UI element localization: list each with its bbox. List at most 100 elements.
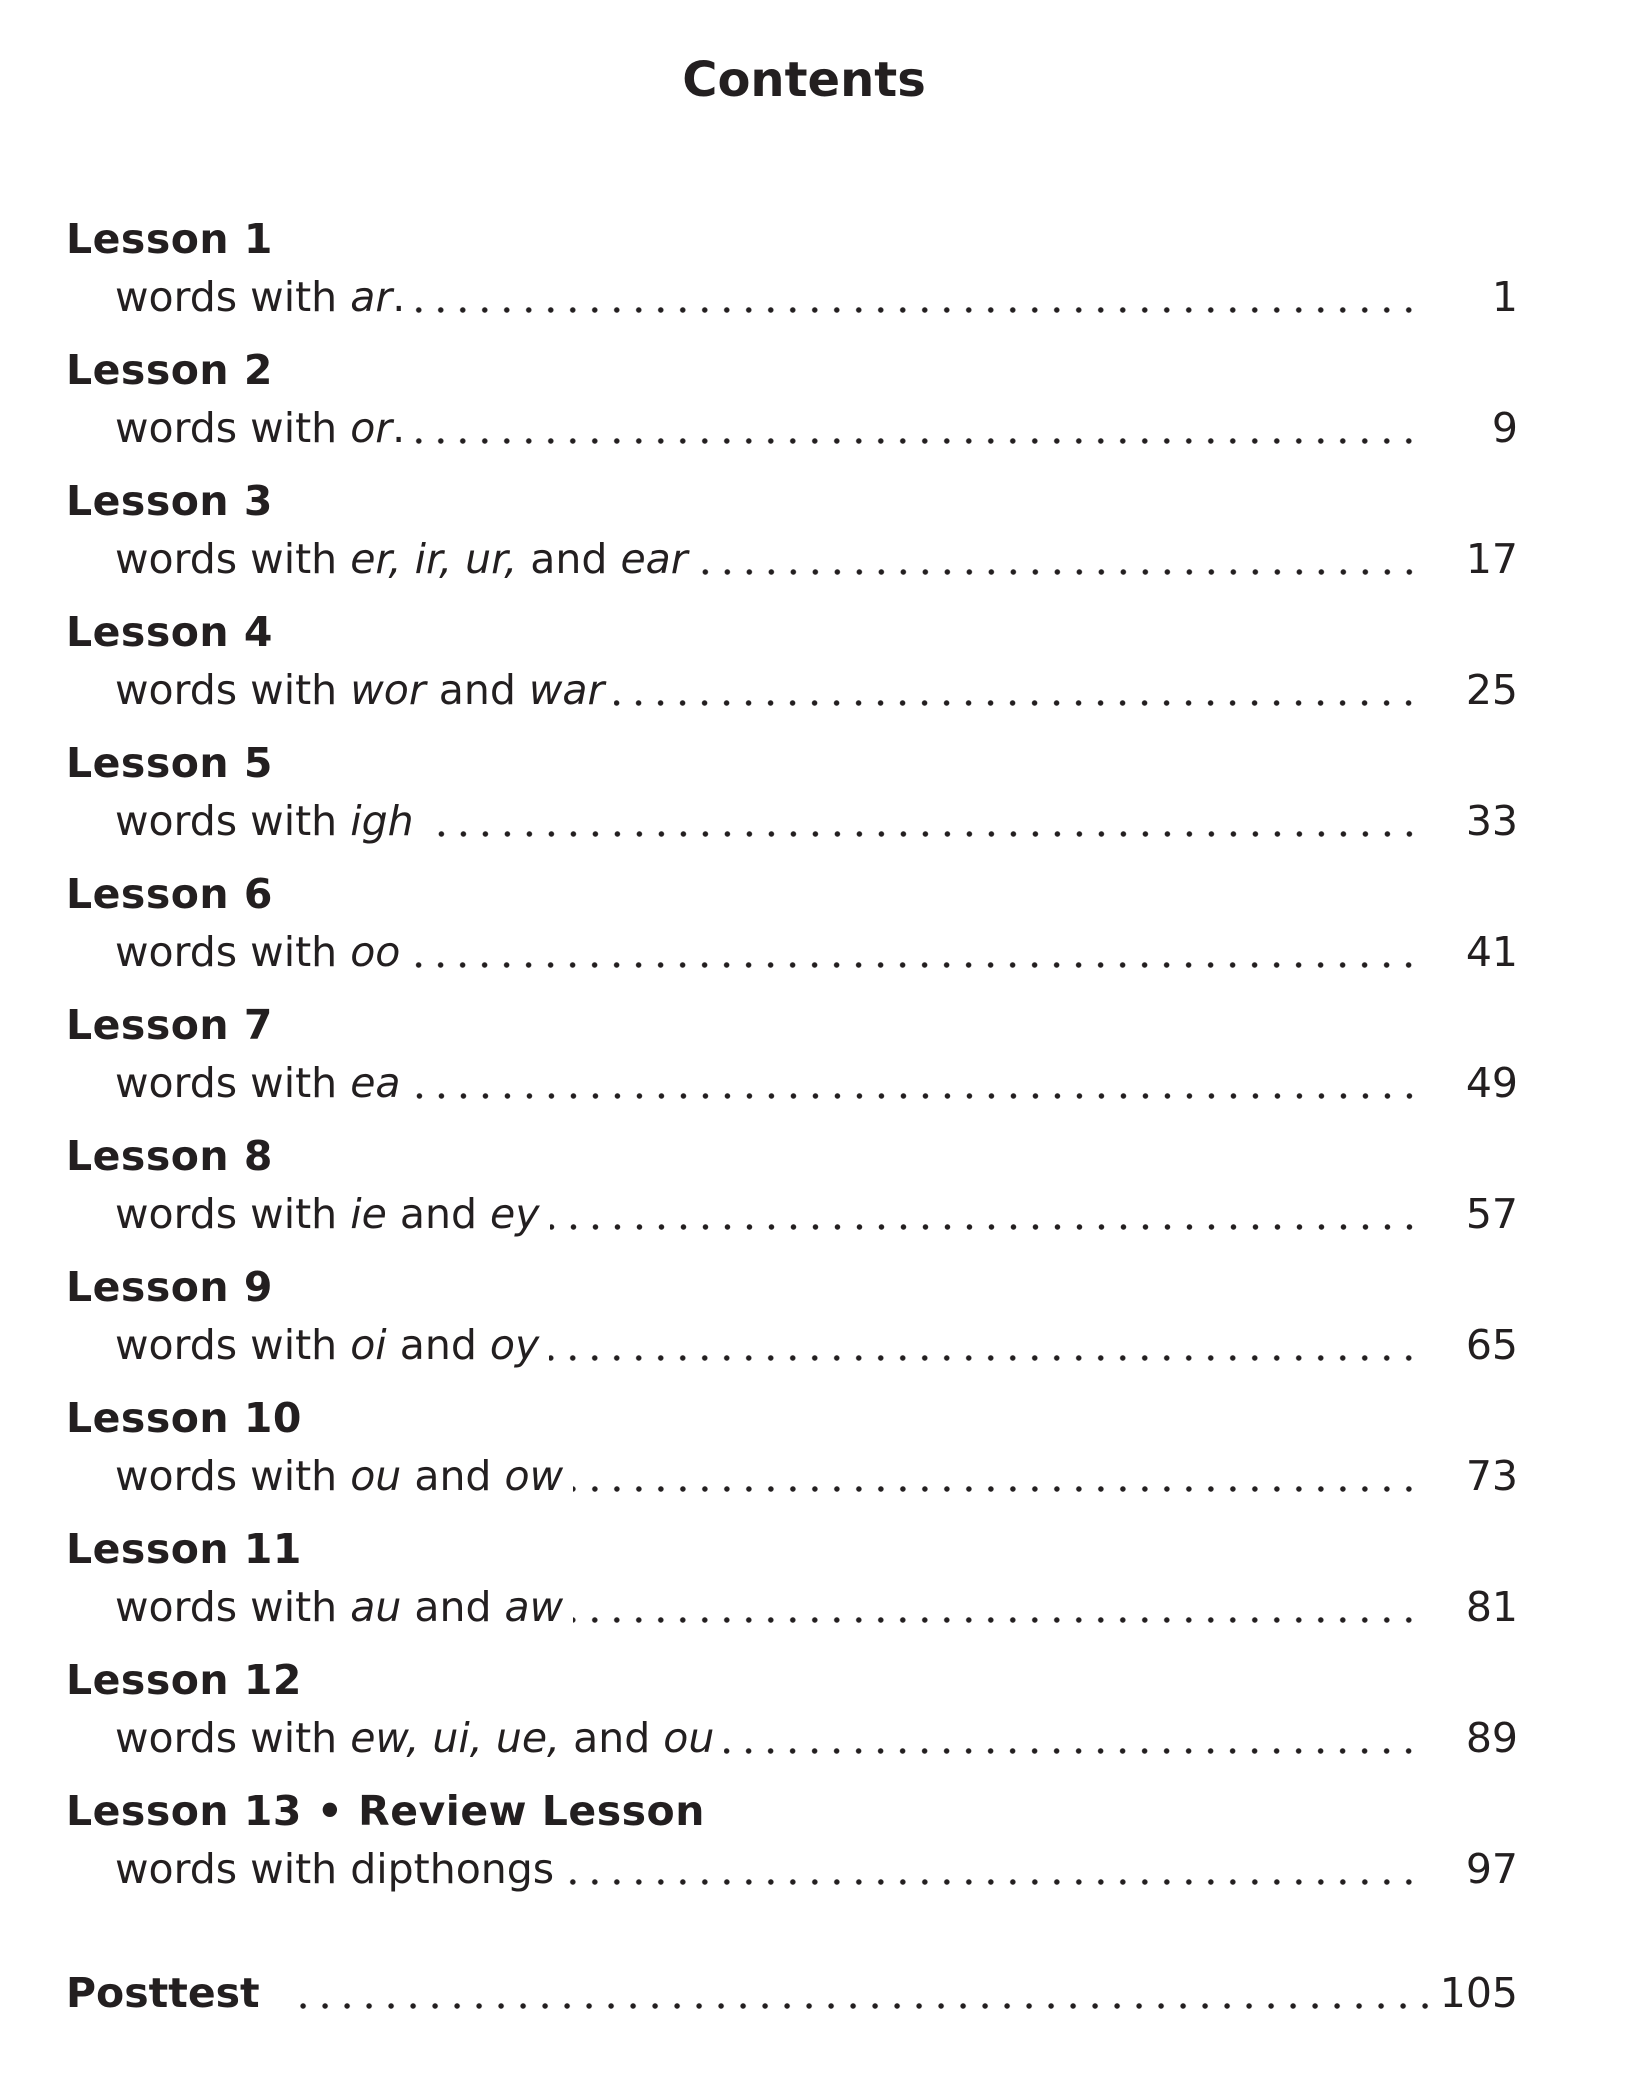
lesson-subtitle: words with igh bbox=[115, 790, 414, 852]
page-number: 49 bbox=[1465, 1059, 1518, 1107]
lesson-line: words with er, ir, ur, and ear 17 bbox=[115, 528, 1518, 590]
lesson-line: words with oi and oy 65 bbox=[115, 1314, 1518, 1376]
table-of-contents: Lesson 1 words with ar. 1 Lesson 2 words… bbox=[66, 212, 1518, 1915]
subtitle-segment: words with bbox=[115, 1583, 351, 1631]
dot-leader bbox=[410, 1092, 1420, 1100]
toc-entry[interactable]: Lesson 2 words with or. 9 bbox=[66, 343, 1518, 474]
lesson-heading: Lesson 10 bbox=[66, 1394, 302, 1442]
subtitle-segment: or bbox=[350, 404, 393, 452]
subtitle-segment: er, ir, ur, bbox=[350, 535, 518, 583]
lesson-subtitle: words with er, ir, ur, and ear bbox=[115, 528, 688, 590]
toc-entry[interactable]: Lesson 5 words with igh 33 bbox=[66, 736, 1518, 867]
subtitle-segment: oi bbox=[350, 1321, 387, 1369]
lesson-line: words with wor and war 25 bbox=[115, 659, 1518, 721]
toc-entry[interactable]: Lesson 1 words with ar. 1 bbox=[66, 212, 1518, 343]
subtitle-segment: ou bbox=[663, 1714, 715, 1762]
subtitle-segment: and bbox=[401, 1583, 505, 1631]
subtitle-segment: oy bbox=[489, 1321, 540, 1369]
lesson-line: words with oo 41 bbox=[115, 921, 1518, 983]
lesson-line: words with ie and ey 57 bbox=[115, 1183, 1518, 1245]
subtitle-segment: words with bbox=[115, 1714, 351, 1762]
lesson-heading: Lesson 13 • Review Lesson bbox=[66, 1787, 705, 1835]
lesson-heading: Lesson 1 bbox=[66, 215, 273, 263]
lesson-heading: Lesson 6 bbox=[66, 870, 273, 918]
page-number: 9 bbox=[1491, 404, 1518, 452]
page-number: 17 bbox=[1465, 535, 1518, 583]
subtitle-segment: words with bbox=[115, 1452, 351, 1500]
subtitle-segment: and bbox=[401, 1452, 505, 1500]
toc-entry[interactable]: Lesson 6 words with oo 41 bbox=[66, 867, 1518, 998]
dot-leader bbox=[410, 961, 1420, 969]
lesson-subtitle: words with or. bbox=[115, 397, 405, 459]
page-number: 97 bbox=[1465, 1845, 1518, 1893]
lesson-subtitle: words with oi and oy bbox=[115, 1314, 539, 1376]
lesson-heading: Lesson 9 bbox=[66, 1263, 273, 1311]
subtitle-segment: ar bbox=[350, 273, 393, 321]
subtitle-segment: words with bbox=[115, 797, 351, 845]
lesson-subtitle: words with wor and war bbox=[115, 659, 604, 721]
subtitle-segment: words with dipthongs bbox=[115, 1845, 555, 1893]
lesson-line: words with igh 33 bbox=[115, 790, 1518, 852]
subtitle-segment: ey bbox=[490, 1190, 540, 1238]
lesson-heading: Lesson 8 bbox=[66, 1132, 273, 1180]
page-number: 57 bbox=[1465, 1190, 1518, 1238]
dot-leader bbox=[573, 1485, 1420, 1493]
subtitle-segment: war bbox=[528, 666, 605, 714]
page-number: 41 bbox=[1465, 928, 1518, 976]
lesson-line: words with ar. 1 bbox=[115, 266, 1518, 328]
lesson-line: words with or. 9 bbox=[115, 397, 1518, 459]
subtitle-segment: oo bbox=[350, 928, 401, 976]
subtitle-segment: ow bbox=[504, 1452, 564, 1500]
lesson-heading: Lesson 2 bbox=[66, 346, 273, 394]
subtitle-segment: . bbox=[392, 404, 406, 452]
subtitle-segment: igh bbox=[350, 797, 414, 845]
subtitle-segment: ear bbox=[620, 535, 688, 583]
subtitle-segment: and bbox=[386, 1321, 490, 1369]
page-number: 89 bbox=[1465, 1714, 1518, 1762]
lesson-heading: Lesson 5 bbox=[66, 739, 273, 787]
subtitle-segment: wor bbox=[350, 666, 426, 714]
page-number: 33 bbox=[1465, 797, 1518, 845]
subtitle-segment: words with bbox=[115, 535, 351, 583]
toc-entry[interactable]: Lesson 10 words with ou and ow 73 bbox=[66, 1391, 1518, 1522]
toc-entry[interactable]: Lesson 3 words with er, ir, ur, and ear … bbox=[66, 474, 1518, 605]
lesson-heading: Lesson 3 bbox=[66, 477, 273, 525]
subtitle-segment: words with bbox=[115, 404, 351, 452]
dot-leader bbox=[697, 568, 1420, 576]
page-number: 105 bbox=[1439, 1969, 1518, 2017]
page-number: 65 bbox=[1465, 1321, 1518, 1369]
subtitle-segment: words with bbox=[115, 273, 351, 321]
dot-leader bbox=[299, 2002, 1436, 2010]
lesson-heading: Lesson 7 bbox=[66, 1001, 273, 1049]
toc-entry[interactable]: Lesson 11 words with au and aw 81 bbox=[66, 1522, 1518, 1653]
subtitle-segment: words with bbox=[115, 1190, 351, 1238]
subtitle-segment: ie bbox=[350, 1190, 387, 1238]
toc-entry[interactable]: Lesson 13 • Review Lesson words with dip… bbox=[66, 1784, 1518, 1915]
dot-leader bbox=[549, 1354, 1420, 1362]
subtitle-segment: words with bbox=[115, 666, 351, 714]
subtitle-segment: words with bbox=[115, 928, 351, 976]
lesson-line: words with ea 49 bbox=[115, 1052, 1518, 1114]
lesson-subtitle: words with ie and ey bbox=[115, 1183, 540, 1245]
lesson-heading: Lesson 4 bbox=[66, 608, 273, 656]
page-number: 1 bbox=[1491, 273, 1518, 321]
dot-leader bbox=[415, 437, 1420, 445]
lesson-line: words with ew, ui, ue, and ou 89 bbox=[115, 1707, 1518, 1769]
dot-leader bbox=[614, 699, 1420, 707]
subtitle-segment: and bbox=[386, 1190, 491, 1238]
subtitle-segment: . bbox=[392, 273, 406, 321]
lesson-subtitle: words with ew, ui, ue, and ou bbox=[115, 1707, 714, 1769]
toc-entry[interactable]: Lesson 8 words with ie and ey 57 bbox=[66, 1129, 1518, 1260]
dot-leader bbox=[564, 1878, 1420, 1886]
page-number: 81 bbox=[1465, 1583, 1518, 1631]
page-number: 73 bbox=[1465, 1452, 1518, 1500]
toc-entry[interactable]: Lesson 9 words with oi and oy 65 bbox=[66, 1260, 1518, 1391]
dot-leader bbox=[423, 830, 1420, 838]
toc-entry[interactable]: Lesson 7 words with ea 49 bbox=[66, 998, 1518, 1129]
lesson-heading: Lesson 12 bbox=[66, 1656, 302, 1704]
toc-entry[interactable]: Lesson 4 words with wor and war 25 bbox=[66, 605, 1518, 736]
toc-entry-posttest[interactable]: Posttest 105 bbox=[66, 1962, 1518, 2024]
toc-entry[interactable]: Lesson 12 words with ew, ui, ue, and ou … bbox=[66, 1653, 1518, 1784]
dot-leader bbox=[549, 1223, 1420, 1231]
subtitle-segment: and bbox=[517, 535, 621, 583]
